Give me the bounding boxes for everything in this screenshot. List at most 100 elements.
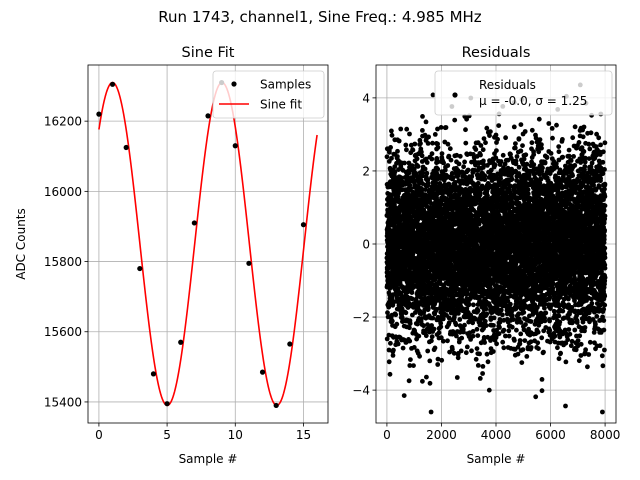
residual-point [389, 132, 395, 138]
residuals-x-tick-label: 6000 [535, 428, 566, 442]
residuals-y-tick-label: 4 [362, 91, 370, 105]
residual-point [407, 321, 413, 326]
residual-point [484, 351, 490, 357]
residual-point [514, 327, 519, 333]
residual-point [462, 322, 467, 328]
residual-point [440, 316, 446, 322]
residual-point [518, 331, 524, 337]
residual-point [403, 310, 409, 316]
residuals-y-tick-label: 2 [362, 164, 370, 178]
residual-point [392, 169, 398, 175]
residuals-chart: 0 2000 4000 6000 8000−4−2024ResidualsSample … [352, 45, 620, 466]
residual-point [389, 155, 394, 161]
residual-point [470, 333, 476, 339]
residual-point [475, 363, 481, 368]
residual-point [420, 127, 425, 133]
residual-point [511, 124, 517, 130]
residual-point [421, 323, 426, 329]
residual-point [428, 409, 434, 415]
residuals-y-tick-label: −4 [352, 384, 370, 398]
residual-point [517, 338, 523, 343]
residual-point [500, 339, 506, 345]
residual-point [420, 170, 426, 176]
residual-point [492, 162, 498, 168]
sine-fit-sample-point [164, 401, 170, 407]
sine-fit-sample-point [123, 144, 129, 151]
residual-point [465, 167, 471, 173]
residual-point [466, 301, 472, 307]
sine-fit-y-axis-label: ADC Counts [14, 208, 28, 280]
residual-point [462, 159, 467, 165]
sine-fit-sample-point [246, 260, 252, 266]
sine-fit-sample-point [178, 339, 184, 345]
residual-point [425, 177, 431, 182]
residual-point [412, 141, 418, 147]
residual-point [480, 147, 486, 153]
residual-point [501, 327, 507, 333]
residual-point [483, 140, 488, 146]
residuals-x-tick-label: 0 [383, 428, 391, 442]
residual-point [391, 299, 397, 305]
figure-suptitle: Run 1743, channel1, Sine Freq.: 4.985 MH… [158, 8, 482, 26]
sine-fit-x-tick-label: 5 [163, 428, 171, 442]
residual-point [416, 333, 422, 339]
residual-point [429, 151, 435, 157]
residual-point [435, 356, 441, 362]
sine-fit-sample-point [191, 220, 197, 226]
residual-point [411, 167, 417, 172]
residual-point [435, 159, 441, 165]
residual-point [425, 141, 431, 146]
residual-point [478, 143, 484, 148]
residual-point [431, 326, 437, 332]
residual-point [407, 363, 413, 368]
residual-point [496, 123, 502, 128]
residual-point [438, 320, 444, 326]
residual-point [473, 356, 479, 362]
residual-point [461, 329, 466, 335]
residual-point [477, 351, 482, 357]
residual-point [475, 333, 481, 338]
residual-point [482, 173, 488, 179]
residual-point [485, 193, 490, 199]
residual-point [506, 328, 512, 334]
sine-fit-plot-area [88, 65, 328, 423]
residual-point [394, 321, 400, 327]
residual-point [516, 136, 522, 142]
residual-point [490, 349, 496, 354]
residual-point [456, 161, 462, 167]
residual-point [500, 152, 506, 158]
residual-point [434, 306, 440, 312]
residual-point [443, 125, 449, 130]
sine-fit-sample-point [287, 341, 293, 347]
residual-point [420, 114, 425, 119]
residual-point [407, 338, 413, 344]
residual-point [445, 163, 451, 168]
residual-point [395, 154, 400, 159]
residual-point [471, 302, 476, 308]
residual-point [435, 362, 441, 367]
residual-point [434, 196, 439, 201]
sine-fit-curve [98, 81, 318, 407]
residual-point [391, 347, 396, 353]
residual-point [439, 151, 445, 157]
residual-point [417, 353, 422, 359]
sine-fit-sample-point [150, 371, 157, 377]
residual-point [491, 323, 496, 328]
residual-point [426, 306, 431, 311]
residuals-y-tick-label: 0 [362, 238, 370, 252]
residual-point [496, 331, 502, 337]
residual-point [386, 304, 392, 310]
residual-point [425, 181, 431, 186]
residual-point [419, 153, 425, 159]
residuals-x-tick-label: 8000 [590, 428, 621, 442]
residual-point [477, 376, 483, 381]
residual-point [463, 140, 469, 146]
residual-point [414, 156, 420, 162]
residual-point [506, 333, 512, 339]
residual-point [401, 393, 407, 398]
residual-point [427, 358, 433, 364]
residual-point [495, 136, 500, 142]
residual-point [408, 357, 413, 362]
residual-point [484, 311, 490, 317]
